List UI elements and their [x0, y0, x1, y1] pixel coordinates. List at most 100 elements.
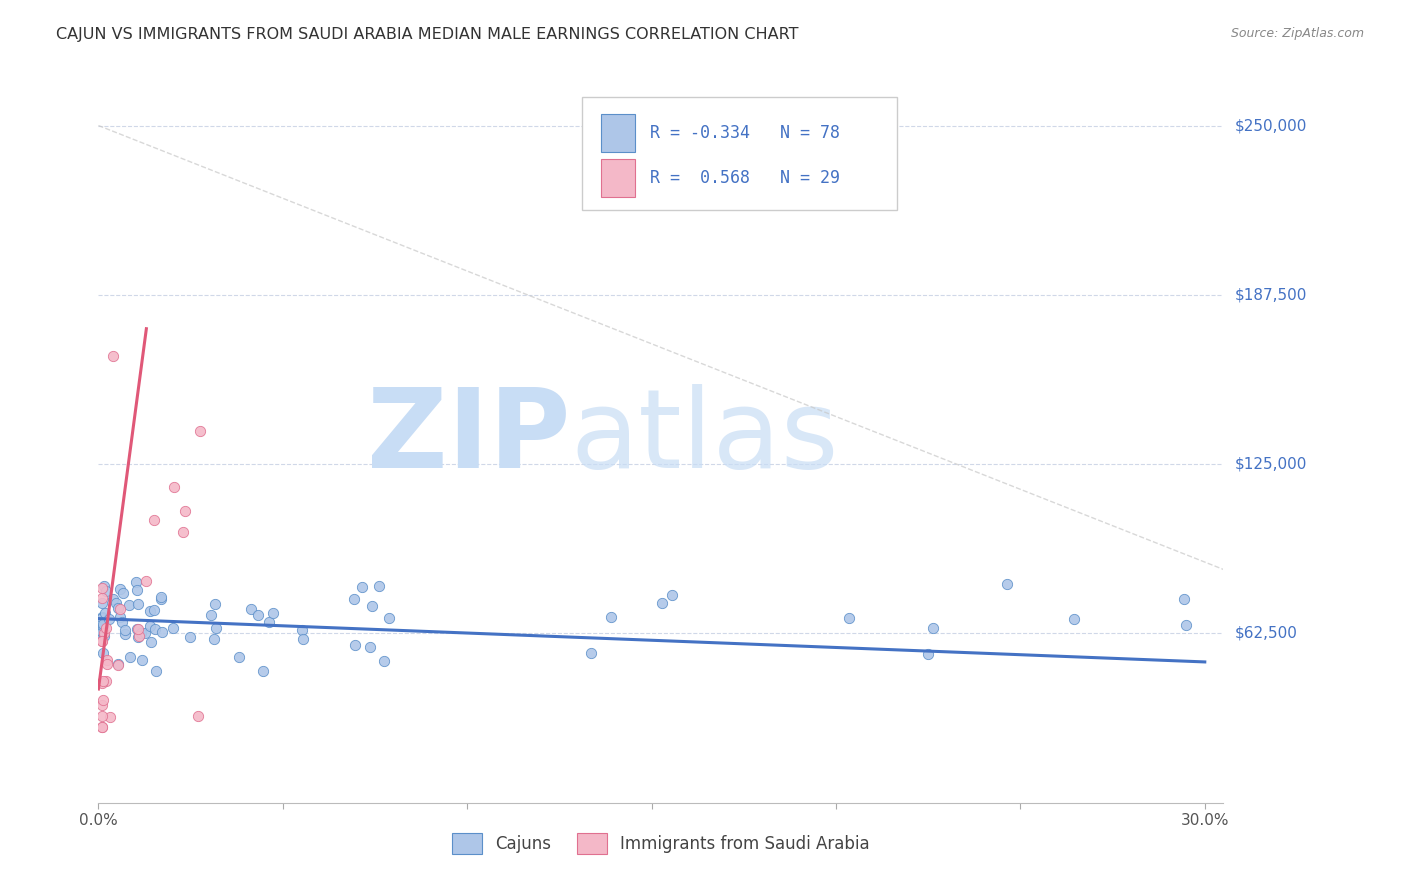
Point [101, 349, 124, 363]
Point [93, 617, 115, 632]
Point [110, 602, 132, 616]
Point [91, 720, 114, 734]
Point [352, 580, 374, 594]
Point [257, 615, 280, 629]
Point [661, 588, 683, 602]
Point [187, 709, 209, 723]
Text: R =  0.568   N = 29: R = 0.568 N = 29 [650, 169, 839, 187]
Point [141, 635, 163, 649]
Point [104, 596, 127, 610]
Point [922, 621, 945, 635]
Point [1173, 591, 1195, 606]
Point [111, 615, 134, 629]
Point [91, 624, 114, 638]
Point [179, 630, 201, 644]
Point [91, 676, 114, 690]
Bar [602, 159, 636, 197]
Point [162, 480, 184, 494]
Point [93, 647, 115, 661]
Point [91, 610, 114, 624]
Point [135, 574, 157, 589]
Point [127, 597, 149, 611]
Point [101, 592, 124, 607]
Point [150, 592, 173, 607]
Point [96, 657, 118, 671]
Point [239, 602, 262, 616]
Point [107, 601, 129, 615]
Point [200, 608, 222, 623]
Text: ZIP: ZIP [367, 384, 571, 491]
Point [118, 599, 141, 613]
Point [291, 623, 314, 637]
Text: Source: ZipAtlas.com: Source: ZipAtlas.com [1230, 27, 1364, 40]
Bar [602, 114, 636, 152]
Point [94, 606, 117, 620]
Point [143, 513, 166, 527]
Point [150, 624, 173, 639]
Point [127, 630, 149, 644]
Point [1063, 612, 1085, 626]
Point [93, 629, 115, 643]
Point [91, 624, 114, 638]
Point [172, 524, 194, 539]
Point [91, 611, 114, 625]
Point [143, 603, 166, 617]
Point [91, 624, 114, 639]
Point [114, 627, 136, 641]
Text: $62,500: $62,500 [1234, 626, 1298, 641]
Point [262, 606, 284, 620]
Point [108, 582, 131, 596]
Point [252, 664, 274, 678]
Point [108, 610, 131, 624]
Point [128, 629, 150, 643]
Point [651, 596, 673, 610]
Point [995, 576, 1018, 591]
FancyBboxPatch shape [582, 97, 897, 211]
Point [917, 647, 939, 661]
Point [188, 424, 211, 438]
Point [343, 638, 366, 652]
Point [129, 625, 152, 640]
Point [94, 674, 117, 689]
Point [91, 628, 114, 642]
Point [361, 599, 384, 614]
Point [162, 621, 184, 635]
Point [91, 591, 114, 605]
Point [202, 632, 225, 646]
Text: atlas: atlas [571, 384, 839, 491]
Point [118, 649, 141, 664]
Point [127, 622, 149, 636]
Point [91, 581, 114, 595]
Point [343, 591, 366, 606]
Text: $125,000: $125,000 [1234, 457, 1306, 472]
Point [228, 650, 250, 665]
Point [139, 604, 162, 618]
Point [91, 596, 114, 610]
Point [134, 626, 156, 640]
Point [378, 611, 401, 625]
Point [127, 583, 149, 598]
Point [143, 622, 166, 636]
Point [93, 579, 115, 593]
Text: R = -0.334   N = 78: R = -0.334 N = 78 [650, 124, 839, 142]
Point [359, 640, 381, 654]
Point [373, 654, 395, 668]
Point [1175, 618, 1198, 632]
Point [91, 693, 114, 707]
Text: $187,500: $187,500 [1234, 287, 1306, 302]
Point [91, 720, 114, 734]
Point [91, 621, 114, 635]
Text: CAJUN VS IMMIGRANTS FROM SAUDI ARABIA MEDIAN MALE EARNINGS CORRELATION CHART: CAJUN VS IMMIGRANTS FROM SAUDI ARABIA ME… [56, 27, 799, 42]
Text: $250,000: $250,000 [1234, 118, 1306, 133]
Point [91, 633, 114, 648]
Point [581, 646, 603, 660]
Legend: Cajuns, Immigrants from Saudi Arabia: Cajuns, Immigrants from Saudi Arabia [446, 827, 876, 860]
Point [91, 619, 114, 633]
Point [91, 698, 114, 713]
Point [600, 609, 623, 624]
Point [205, 621, 228, 635]
Point [114, 623, 136, 637]
Point [107, 657, 129, 672]
Point [91, 708, 114, 723]
Point [173, 504, 195, 518]
